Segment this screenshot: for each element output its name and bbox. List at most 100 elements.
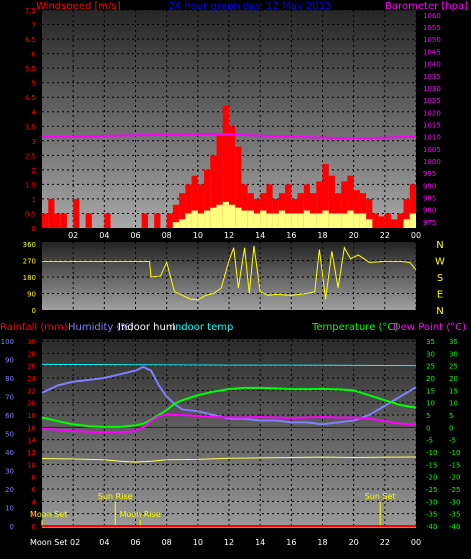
average-wind-bar — [328, 213, 335, 228]
rainfall-tick-label: 28 — [27, 350, 36, 358]
gust-bar — [229, 126, 236, 228]
rainfall-tick-label: 18 — [27, 412, 36, 420]
climate-x-tick-label: 20 — [349, 538, 359, 547]
dewpoint-tick-label: -15 — [449, 461, 460, 469]
compass-label: E — [437, 290, 443, 301]
barometer-tick-label: 1040 — [423, 61, 441, 69]
humidity-tick-label: 40 — [5, 449, 14, 457]
rainfall-tick-label: 16 — [27, 424, 36, 432]
climate-x-tick-label: 10 — [193, 538, 203, 547]
average-wind-bar — [310, 213, 317, 228]
temperature-tick-label: -15 — [426, 461, 437, 469]
barometer-tick-label: 985 — [423, 195, 436, 203]
gust-bar — [241, 184, 248, 228]
wind-x-tick-label: 12 — [224, 231, 234, 240]
dewpoint-tick-label: 10 — [449, 400, 458, 408]
wind-tick-label: 5 — [32, 80, 36, 88]
climate-x-tick-label: 06 — [130, 538, 140, 547]
rainfall-tick-label: 10 — [27, 461, 36, 469]
rainfall-tick-label: 4 — [32, 498, 37, 506]
wind-tick-label: 0.5 — [25, 210, 36, 218]
humidity-tick-label: 100 — [1, 338, 14, 346]
barometer-tick-label: 1035 — [423, 73, 441, 81]
humidity-tick-label: 30 — [5, 468, 14, 476]
barometer-tick-label: 1050 — [423, 36, 441, 44]
gust-bar — [179, 193, 186, 228]
wind-x-tick-label: 18 — [317, 231, 327, 240]
temperature-tick-label: -25 — [426, 486, 437, 494]
direction-tick-label: 0 — [32, 307, 36, 315]
gust-bar — [204, 169, 211, 228]
average-wind-bar — [204, 210, 211, 228]
average-wind-bar — [229, 204, 236, 228]
barometer-tick-label: 980 — [423, 207, 436, 215]
average-wind-bar — [359, 213, 367, 228]
wind-x-tick-label: 14 — [255, 231, 265, 240]
temperature-tick-label: -30 — [426, 498, 437, 506]
gust-bar — [235, 146, 242, 228]
wind-tick-label: 1.5 — [25, 181, 36, 189]
temperature-tick-label: 30 — [426, 350, 435, 358]
humidity-tick-label: 0 — [10, 523, 14, 531]
rainfall-tick-label: 8 — [32, 474, 36, 482]
direction-tick-label: 90 — [27, 291, 36, 299]
dewpoint-tick-label: 35 — [449, 338, 458, 346]
average-wind-bar — [341, 213, 348, 228]
moon-rise-label: Moon Rise — [120, 510, 161, 519]
gust-bar — [353, 190, 360, 228]
temperature-tick-label: 15 — [426, 387, 435, 395]
gust-bar — [341, 181, 348, 228]
average-wind-bar — [216, 204, 223, 228]
wind-x-tick-label: 02 — [68, 231, 78, 240]
temperature-tick-label: -5 — [426, 437, 433, 445]
barometer-axis-label: Barometer [hpa] — [385, 1, 468, 12]
gust-bar — [366, 198, 373, 228]
dewpoint-axis-label: Dew Point (°C) — [393, 322, 466, 333]
wind-tick-label: 3 — [32, 138, 36, 146]
climate-x-tick-label: 22 — [380, 538, 390, 547]
moon-set-axis-label: Moon Set 02 — [30, 538, 80, 547]
gust-bar — [316, 181, 323, 228]
average-wind-bar — [297, 213, 304, 228]
average-wind-bar — [366, 219, 373, 228]
gust-bar — [104, 213, 111, 228]
barometer-tick-label: 1010 — [423, 134, 441, 142]
gust-bar — [141, 213, 148, 228]
humidity-label: Humidity (%) — [68, 322, 134, 333]
gust-bar — [60, 213, 67, 228]
temperature-tick-label: -35 — [426, 511, 437, 519]
dewpoint-tick-label: -35 — [449, 511, 460, 519]
dewpoint-tick-label: 15 — [449, 387, 458, 395]
climate-x-tick-label: 16 — [286, 538, 296, 547]
barometer-tick-label: 990 — [423, 182, 436, 190]
barometer-tick-label: 1000 — [423, 158, 441, 166]
direction-tick-label: 360 — [23, 241, 36, 249]
wind-tick-label: 7.5 — [25, 7, 36, 15]
barometer-tick-label: 975 — [423, 219, 436, 227]
climate-x-tick-label: 12 — [224, 538, 234, 547]
gust-bar — [391, 219, 398, 228]
rainfall-axis-label: Rainfall (mm) — [0, 322, 68, 333]
gust-bar — [334, 193, 342, 228]
average-wind-bar — [272, 213, 279, 228]
gust-bar — [73, 198, 80, 228]
compass-label: N — [436, 240, 443, 251]
temperature-tick-label: -20 — [426, 474, 437, 482]
wind-direction-line — [42, 245, 417, 301]
gust-bar — [166, 213, 173, 228]
humidity-tick-label: 90 — [5, 357, 14, 365]
average-wind-bar — [235, 207, 242, 228]
gust-bar — [197, 184, 205, 228]
gust-bar — [359, 193, 367, 228]
rainfall-tick-label: 20 — [27, 400, 36, 408]
average-wind-bar — [241, 210, 248, 228]
average-wind-bar — [197, 213, 205, 228]
rainfall-tick-label: 24 — [27, 375, 36, 383]
wind-tick-label: 5.5 — [25, 65, 36, 73]
temperature-line — [41, 386, 417, 428]
average-wind-bar — [179, 219, 186, 228]
wind-tick-label: 1 — [32, 196, 36, 204]
wind-x-tick-label: 06 — [130, 231, 140, 240]
